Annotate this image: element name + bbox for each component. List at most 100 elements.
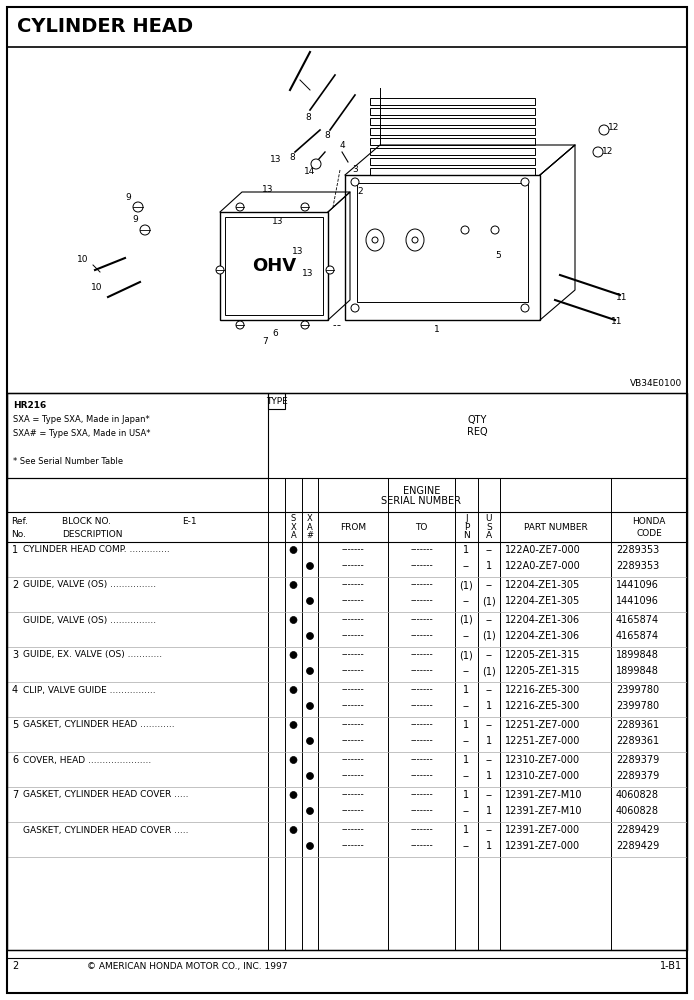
Text: -------: ------- [410, 736, 433, 746]
Text: 2289353: 2289353 [616, 545, 659, 555]
Text: 4060828: 4060828 [616, 790, 659, 800]
Text: CYLINDER HEAD COMP. ..............: CYLINDER HEAD COMP. .............. [23, 546, 170, 554]
Text: -------: ------- [341, 632, 364, 641]
Text: 5: 5 [12, 720, 18, 730]
Text: -------: ------- [341, 615, 364, 624]
Circle shape [307, 808, 314, 814]
Bar [370, 148, 535, 155]
Text: -------: ------- [341, 686, 364, 694]
Text: 2289353: 2289353 [616, 561, 659, 571]
Text: -------: ------- [410, 806, 433, 816]
Text: U: U [486, 514, 492, 523]
Text: 1899848: 1899848 [616, 650, 659, 660]
Text: 13: 13 [292, 247, 304, 256]
Text: (1): (1) [459, 615, 473, 625]
Text: 5: 5 [495, 250, 501, 259]
Text: 1: 1 [464, 825, 470, 835]
Circle shape [290, 616, 297, 624]
Text: (1): (1) [459, 580, 473, 590]
Text: 2289361: 2289361 [616, 720, 659, 730]
Text: BLOCK NO.: BLOCK NO. [62, 516, 111, 526]
Text: 2289379: 2289379 [616, 755, 659, 765]
Text: GUIDE, EX. VALVE (OS) ............: GUIDE, EX. VALVE (OS) ............ [23, 650, 162, 660]
Text: --: -- [486, 580, 493, 590]
Text: P: P [464, 522, 469, 532]
Text: 1: 1 [12, 545, 18, 555]
Text: X: X [307, 514, 313, 523]
Text: 12251-ZE7-000: 12251-ZE7-000 [505, 720, 580, 730]
Text: --: -- [486, 825, 493, 835]
Circle shape [301, 203, 309, 211]
Circle shape [521, 178, 529, 186]
Text: -------: ------- [410, 562, 433, 570]
Text: 14: 14 [304, 167, 316, 176]
Circle shape [351, 304, 359, 312]
Text: COVER, HEAD ......................: COVER, HEAD ...................... [23, 756, 151, 764]
Bar [370, 98, 535, 105]
Text: 12205-ZE1-315: 12205-ZE1-315 [505, 666, 580, 676]
Text: --: -- [486, 720, 493, 730]
Text: TYPE: TYPE [266, 396, 287, 406]
Bar [7, 7, 687, 47]
Text: A: A [291, 531, 296, 540]
Circle shape [290, 756, 297, 764]
Text: -------: ------- [410, 720, 433, 730]
Circle shape [290, 792, 297, 798]
Text: --: -- [463, 596, 470, 606]
Circle shape [351, 178, 359, 186]
Text: -------: ------- [410, 650, 433, 660]
Text: 12: 12 [602, 147, 613, 156]
Circle shape [307, 702, 314, 710]
Bar [220, 212, 328, 320]
Text: 9: 9 [125, 192, 131, 202]
Text: -------: ------- [341, 650, 364, 660]
Text: GUIDE, VALVE (OS) ................: GUIDE, VALVE (OS) ................ [23, 580, 156, 589]
Text: S: S [291, 514, 296, 523]
Text: -------: ------- [410, 772, 433, 780]
Text: 6: 6 [12, 755, 18, 765]
Text: 2: 2 [12, 580, 18, 590]
Text: 4: 4 [339, 141, 345, 150]
Text: 13: 13 [303, 269, 314, 278]
Circle shape [307, 633, 314, 640]
Bar [370, 108, 535, 115]
Text: GASKET, CYLINDER HEAD COVER .....: GASKET, CYLINDER HEAD COVER ..... [23, 790, 189, 800]
Circle shape [307, 842, 314, 850]
Text: --: -- [463, 561, 470, 571]
Bar [268, 393, 285, 409]
Text: 9: 9 [132, 216, 138, 225]
Bar [357, 183, 528, 302]
Text: X: X [291, 522, 296, 532]
Text: 3: 3 [12, 650, 18, 660]
Text: 1: 1 [464, 720, 470, 730]
Text: --: -- [463, 771, 470, 781]
Text: 2289379: 2289379 [616, 771, 659, 781]
Text: 4: 4 [12, 685, 18, 695]
Circle shape [216, 266, 224, 274]
Text: 10: 10 [77, 254, 89, 263]
Bar [370, 158, 535, 165]
Text: -------: ------- [410, 842, 433, 850]
Text: -------: ------- [341, 826, 364, 834]
Text: GASKET, CYLINDER HEAD ............: GASKET, CYLINDER HEAD ............ [23, 720, 175, 730]
Text: 12391-ZE7-M10: 12391-ZE7-M10 [505, 790, 582, 800]
Circle shape [236, 321, 244, 329]
Text: -------: ------- [410, 632, 433, 641]
Circle shape [491, 226, 499, 234]
Text: (1): (1) [482, 631, 496, 641]
Text: 2289429: 2289429 [616, 825, 659, 835]
Text: SERIAL NUMBER: SERIAL NUMBER [382, 496, 462, 506]
Text: E-1: E-1 [182, 516, 196, 526]
Text: © AMERICAN HONDA MOTOR CO., INC. 1997: © AMERICAN HONDA MOTOR CO., INC. 1997 [87, 962, 287, 970]
Text: -------: ------- [410, 596, 433, 605]
Text: (1): (1) [482, 596, 496, 606]
Text: SXA = Type SXA, Made in Japan*: SXA = Type SXA, Made in Japan* [13, 414, 150, 424]
Text: -------: ------- [341, 842, 364, 850]
Text: -------: ------- [410, 702, 433, 710]
Circle shape [311, 159, 321, 169]
Text: 13: 13 [272, 218, 284, 227]
Text: OHV: OHV [252, 257, 296, 275]
Text: -------: ------- [410, 580, 433, 589]
Text: --: -- [486, 790, 493, 800]
Text: 12310-ZE7-000: 12310-ZE7-000 [505, 771, 580, 781]
